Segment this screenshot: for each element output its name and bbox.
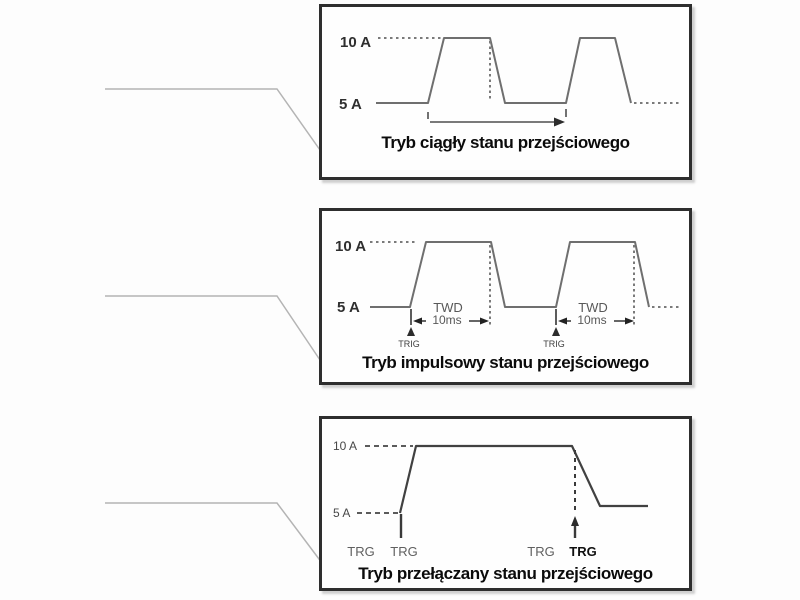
- leader-line-continuous: [105, 88, 321, 151]
- leader-line-toggle: [105, 502, 323, 564]
- trg-label-2: TRG: [390, 544, 417, 559]
- twd-time-label-2: 10ms: [577, 313, 606, 327]
- waveform-pulse: 10 A 5 A TWD 10ms TRIG TWD 10ms: [335, 238, 681, 349]
- panel-toggle-mode: 10 A 5 A TRG TRG TRG TRG Tryb przełączan…: [319, 416, 692, 591]
- trigger-up-arrow-icon-2: [552, 327, 560, 336]
- trigger-label-1: TRIG: [398, 339, 420, 349]
- high-level-label: 10 A: [333, 439, 357, 453]
- twd-right-arrowhead-icon-2: [625, 317, 634, 325]
- leader-line-pulse: [105, 295, 321, 361]
- twd-right-arrowhead-icon-1: [480, 317, 489, 325]
- trigger-label-2: TRIG: [543, 339, 565, 349]
- trigger-up-arrow-icon-1: [407, 327, 415, 336]
- waveform-toggle: 10 A 5 A TRG TRG TRG TRG: [333, 439, 648, 559]
- panel-caption: Tryb przełączany stanu przejściowego: [358, 564, 653, 583]
- twd-time-label-1: 10ms: [432, 313, 461, 327]
- low-level-label: 5 A: [333, 506, 350, 520]
- waveform-continuous: 10 A 5 A: [339, 34, 679, 127]
- trg-label-1: TRG: [347, 544, 374, 559]
- twd-label-2: TWD: [578, 300, 608, 315]
- current-waveform: [370, 241, 650, 308]
- panel-caption: Tryb impulsowy stanu przejściowego: [362, 353, 649, 372]
- period-arrowhead-icon: [554, 117, 565, 127]
- panel-pulse-mode: 10 A 5 A TWD 10ms TRIG TWD 10ms: [319, 208, 692, 385]
- current-waveform: [398, 444, 648, 514]
- twd-left-arrowhead-icon-2: [558, 317, 567, 325]
- high-level-label: 10 A: [335, 238, 366, 255]
- twd-time-bg-1: [426, 313, 469, 325]
- low-level-label: 5 A: [337, 299, 360, 316]
- trg-label-3: TRG: [527, 544, 554, 559]
- current-waveform: [376, 37, 632, 104]
- high-level-label: 10 A: [340, 34, 371, 51]
- twd-left-arrowhead-icon-1: [413, 317, 422, 325]
- trigger-up-arrow-icon: [571, 516, 579, 526]
- twd-time-bg-2: [571, 313, 614, 325]
- trg-label-4: TRG: [569, 544, 596, 559]
- panel-continuous-mode: 10 A 5 A Tryb ciągły stanu przejściowego: [319, 4, 692, 180]
- twd-label-1: TWD: [433, 300, 463, 315]
- low-level-label: 5 A: [339, 96, 362, 113]
- panel-caption: Tryb ciągły stanu przejściowego: [381, 133, 630, 152]
